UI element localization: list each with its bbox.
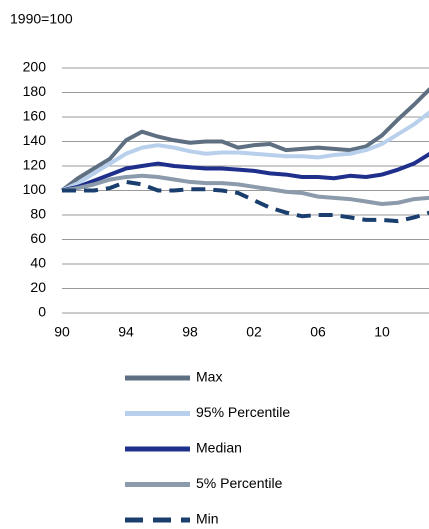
y-tick-label: 0: [38, 304, 46, 320]
y-tick-label: 60: [30, 230, 46, 246]
legend-label: Median: [196, 440, 242, 456]
y-tick-label: 80: [30, 206, 46, 222]
y-tick-label: 40: [30, 255, 46, 271]
legend-label: 95% Percentile: [196, 404, 290, 420]
series-line: [62, 179, 429, 224]
x-tick-label: 02: [246, 324, 262, 340]
y-tick-label: 100: [23, 181, 47, 197]
x-tick-label: 90: [54, 324, 70, 340]
x-tick-label: 06: [310, 324, 326, 340]
legend-label: Max: [196, 369, 222, 385]
x-tick-label: 94: [118, 324, 134, 340]
series-line: [61, 152, 429, 193]
x-tick-label: 10: [374, 324, 390, 340]
x-tick-label: 98: [182, 324, 198, 340]
series-line: [60, 87, 429, 193]
y-tick-label: 180: [23, 83, 47, 99]
y-tick-label: 160: [23, 108, 47, 124]
series-line: [61, 110, 429, 193]
y-tick-label: 20: [30, 279, 46, 295]
y-tick-label: 120: [23, 157, 47, 173]
series-line: [61, 173, 429, 206]
y-tick-label: 140: [23, 132, 47, 148]
legend-label: Min: [196, 511, 219, 527]
y-tick-label: 200: [23, 59, 47, 75]
y-axis-label: 1990=100: [10, 11, 73, 27]
legend-label: 5% Percentile: [196, 475, 283, 491]
